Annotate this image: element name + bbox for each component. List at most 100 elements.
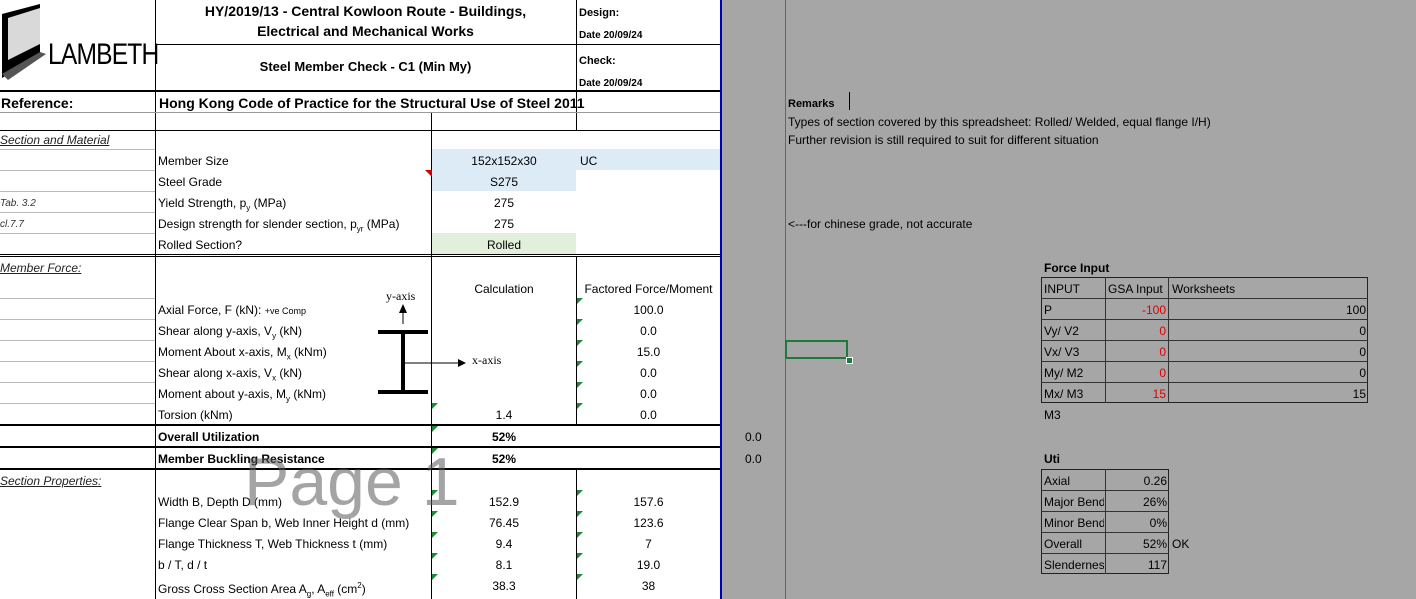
- steel-grade-input[interactable]: S275: [489, 175, 519, 189]
- force-input-worksheet: 15: [1352, 387, 1366, 401]
- col-calculation: Calculation: [474, 282, 534, 296]
- uti-row-value: 0%: [1149, 516, 1167, 530]
- force-row-label: Shear along y-axis, Vy (kN): [158, 324, 303, 341]
- force-row-value[interactable]: 15.0: [636, 345, 661, 359]
- rolled-section-label: Rolled Section?: [158, 238, 243, 252]
- force-input-gsa[interactable]: -100: [1141, 303, 1166, 317]
- member-force-heading: Member Force:: [0, 261, 82, 275]
- force-row-label: Torsion (kNm): [158, 408, 233, 422]
- member-buckling-label: Member Buckling Resistance: [158, 452, 325, 466]
- uti-row-name: Slendernes: [1044, 558, 1104, 572]
- page-boundary: [720, 0, 722, 599]
- force-input-worksheet: 0: [1359, 324, 1366, 338]
- property-label: Flange Clear Span b, Web Inner Height d …: [158, 516, 410, 530]
- force-input-name: Vy/ V2: [1044, 324, 1079, 338]
- overall-utilization-value: 52%: [491, 430, 517, 444]
- uti-row-status: OK: [1172, 537, 1190, 551]
- uti-row-value: 26%: [1142, 495, 1167, 509]
- selected-cell[interactable]: [785, 340, 848, 359]
- force-row-label: Shear along x-axis, Vx (kN): [158, 366, 303, 383]
- force-input-name: Vx/ V3: [1044, 345, 1080, 359]
- yield-strength-label: Yield Strength, py (MPa): [158, 196, 287, 213]
- uti-row-value: 117: [1147, 558, 1167, 572]
- page-watermark: Page 1: [244, 444, 460, 520]
- property-value-1: 8.1: [495, 558, 513, 572]
- uti-row-name: Major Bend: [1044, 495, 1104, 509]
- check-label: Check:: [579, 55, 616, 67]
- force-input-gsa[interactable]: 0: [1159, 345, 1166, 359]
- force-input-header: Worksheets: [1172, 282, 1236, 296]
- member-size-input[interactable]: 152x152x30: [471, 154, 537, 168]
- force-input-gsa[interactable]: 0: [1159, 324, 1166, 338]
- cl-ref: cl.7.7: [0, 219, 24, 230]
- remarks-line1: Types of section covered by this spreads…: [788, 115, 1211, 129]
- y-axis-label: y-axis: [386, 289, 416, 303]
- force-row-value[interactable]: 0.0: [640, 324, 657, 338]
- property-label: Flange Thickness T, Web Thickness t (mm): [158, 537, 388, 551]
- force-row-label: Axial Force, F (kN): +ve Comp: [158, 303, 306, 317]
- property-label: b / T, d / t: [158, 558, 208, 572]
- member-size-type[interactable]: UC: [580, 154, 598, 168]
- force-row-label: Moment About x-axis, Mx (kNm): [158, 345, 327, 362]
- overall-utilization-label: Overall Utilization: [158, 430, 260, 444]
- print-page: LAMBETH HY/2019/13 - Central Kowloon Rou…: [0, 0, 720, 599]
- check-date: Date 20/09/24: [579, 78, 643, 89]
- uti-row-name: Overall: [1044, 537, 1083, 551]
- force-input-worksheet: 0: [1359, 366, 1366, 380]
- remarks-title: Remarks: [788, 98, 835, 110]
- lambeth-logo: LAMBETH: [2, 4, 159, 80]
- force-input-header: INPUT: [1044, 282, 1080, 296]
- steel-grade-label: Steel Grade: [158, 175, 223, 189]
- chinese-grade-note: <---for chinese grade, not accurate: [788, 217, 973, 231]
- force-row-value[interactable]: 0.0: [640, 408, 657, 422]
- uti-title: Uti: [1044, 452, 1060, 466]
- design-label: Design:: [579, 7, 620, 19]
- side-value-2: 0.0: [745, 452, 762, 466]
- force-input-worksheet: 100: [1345, 303, 1366, 317]
- uti-row-value: 52%: [1142, 537, 1167, 551]
- force-row-calc: 1.4: [495, 408, 513, 422]
- remarks-line2: Further revision is still required to su…: [788, 133, 1099, 147]
- force-input-name: My/ M2: [1044, 366, 1084, 380]
- force-input-gsa[interactable]: 15: [1152, 387, 1166, 401]
- force-input-name: P: [1044, 303, 1053, 317]
- member-size-label: Member Size: [158, 154, 229, 168]
- property-value-2: 123.6: [633, 516, 664, 530]
- col-factored-force: Factored Force/Moment: [584, 282, 713, 296]
- force-row-value[interactable]: 100.0: [633, 303, 664, 317]
- property-value-1: 76.45: [488, 516, 520, 530]
- force-input-header: GSA Input: [1108, 282, 1163, 296]
- section-material-heading: Section and Material: [0, 133, 110, 147]
- sheet-title: Steel Member Check - C1 (Min My): [259, 59, 472, 74]
- project-title-line2: Electrical and Mechanical Works: [257, 23, 474, 39]
- property-label: Width B, Depth D (mm): [158, 495, 283, 509]
- property-value-1: 152.9: [488, 495, 520, 509]
- uti-row-name: Minor Bend: [1044, 516, 1104, 530]
- side-value-1: 0.0: [745, 430, 762, 444]
- section-properties-heading: Section Properties:: [0, 474, 102, 488]
- i-section-diagram: [378, 304, 466, 394]
- area-label: Gross Cross Section Area Ag, Aeff (cm2): [158, 581, 366, 599]
- force-row-value[interactable]: 0.0: [640, 387, 657, 401]
- force-input-worksheet: 0: [1359, 345, 1366, 359]
- design-date: Date 20/09/24: [579, 30, 643, 41]
- property-value-2: 19.0: [636, 558, 661, 572]
- force-input-title: Force Input: [1044, 261, 1110, 275]
- design-strength-label: Design strength for slender section, pyr…: [158, 217, 400, 234]
- area-value-gross: 38.3: [492, 579, 516, 593]
- logo-text: LAMBETH: [48, 38, 159, 71]
- force-input-gsa[interactable]: 0: [1159, 366, 1166, 380]
- tab-ref: Tab. 3.2: [0, 198, 36, 209]
- property-value-2: 7: [645, 537, 652, 551]
- uti-row-value: 0.26: [1143, 474, 1167, 488]
- force-row-label: Moment about y-axis, My (kNm): [158, 387, 327, 404]
- rolled-section-input[interactable]: Rolled: [486, 238, 522, 252]
- reference-label: Reference:: [1, 95, 74, 111]
- reference-value: Hong Kong Code of Practice for the Struc…: [159, 95, 585, 111]
- yield-strength-value: 275: [493, 196, 515, 210]
- design-strength-value: 275: [493, 217, 515, 231]
- x-axis-label: x-axis: [472, 353, 502, 367]
- area-value-eff: 38: [641, 579, 656, 593]
- force-input-name: Mx/ M3: [1044, 387, 1084, 401]
- force-row-value[interactable]: 0.0: [640, 366, 657, 380]
